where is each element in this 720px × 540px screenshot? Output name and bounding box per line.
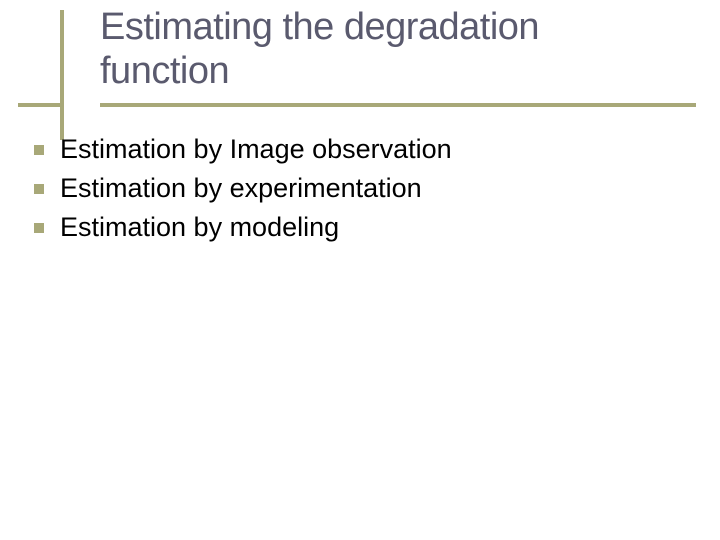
list-item-text: Estimation by modeling	[60, 212, 339, 242]
square-bullet-icon	[34, 145, 44, 155]
body-content: Estimation by Image observation Estimati…	[32, 130, 672, 247]
accent-line-vertical	[60, 10, 64, 140]
list-item: Estimation by Image observation	[32, 130, 672, 169]
list-item: Estimation by modeling	[32, 208, 672, 247]
accent-line-horizontal-right	[100, 103, 696, 107]
list-item-text: Estimation by experimentation	[60, 173, 422, 203]
list-item-text: Estimation by Image observation	[60, 134, 452, 164]
title-block: Estimating the degradation function	[100, 6, 660, 93]
accent-line-horizontal-left	[18, 103, 62, 107]
list-item: Estimation by experimentation	[32, 169, 672, 208]
square-bullet-icon	[34, 223, 44, 233]
square-bullet-icon	[34, 184, 44, 194]
slide: Estimating the degradation function Esti…	[0, 0, 720, 540]
bullet-list: Estimation by Image observation Estimati…	[32, 130, 672, 247]
slide-title: Estimating the degradation function	[100, 6, 660, 93]
